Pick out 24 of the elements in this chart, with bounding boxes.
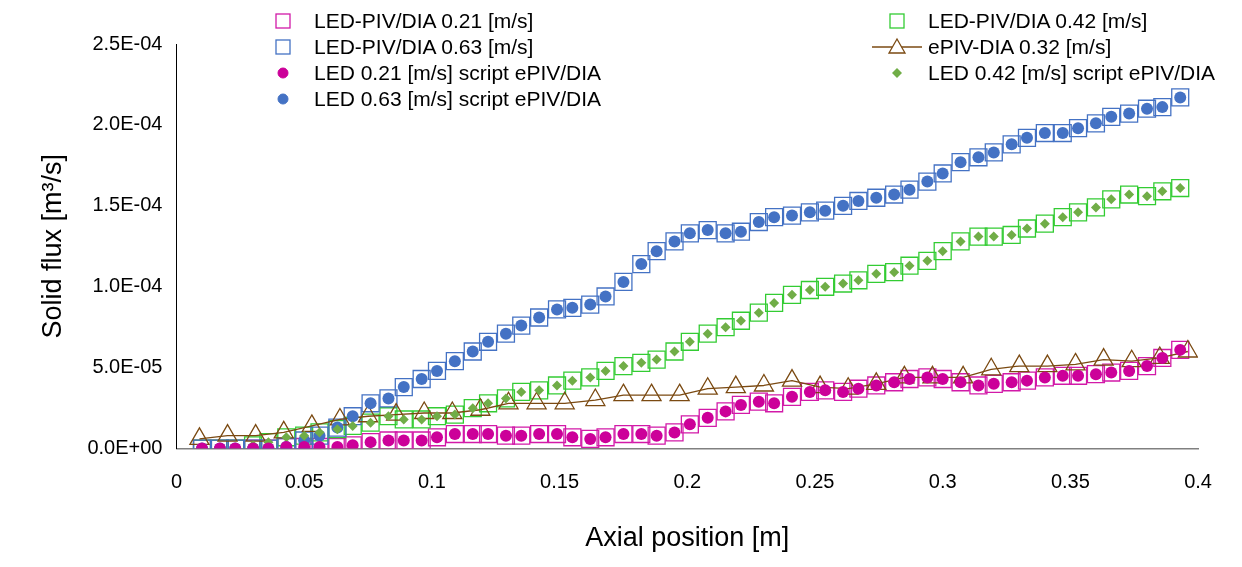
legend-label: LED 0.21 [m/s] script ePIV/DIA — [314, 61, 602, 84]
legend-label: LED-PIV/DIA 0.21 [m/s] — [314, 9, 534, 32]
y-axis-title: Solid flux [m³/s] — [36, 154, 67, 339]
y-tick-label: 0.0E+00 — [87, 436, 163, 459]
y-tick-label: 1.5E-04 — [92, 193, 163, 216]
legend-label: ePIV-DIA 0.32 [m/s] — [928, 35, 1112, 58]
x-axis-title: Axial position [m] — [585, 522, 790, 553]
y-tick-label: 2.5E-04 — [92, 31, 163, 54]
legend-label: LED 0.42 [m/s] script ePIV/DIA — [928, 61, 1216, 84]
x-tick-label: 0.25 — [795, 470, 835, 493]
x-tick-label: 0.4 — [1184, 470, 1212, 493]
legend-label: LED-PIV/DIA 0.63 [m/s] — [314, 35, 534, 58]
x-tick-label: 0.05 — [284, 470, 324, 493]
y-tick-label: 1.0E-04 — [92, 274, 163, 297]
legend-label: LED-PIV/DIA 0.42 [m/s] — [928, 9, 1148, 32]
x-tick-label: 0.15 — [540, 470, 580, 493]
x-tick-label: 0.1 — [417, 470, 446, 493]
x-tick-label: 0.35 — [1050, 470, 1090, 493]
y-tick-label: 2.0E-04 — [92, 112, 163, 135]
x-tick-label: 0 — [170, 470, 183, 493]
x-tick-label: 0.3 — [928, 470, 957, 493]
x-tick-label: 0.2 — [673, 470, 702, 493]
legend-label: LED 0.63 [m/s] script ePIV/DIA — [314, 87, 602, 110]
y-tick-label: 5.0E-05 — [92, 355, 163, 378]
